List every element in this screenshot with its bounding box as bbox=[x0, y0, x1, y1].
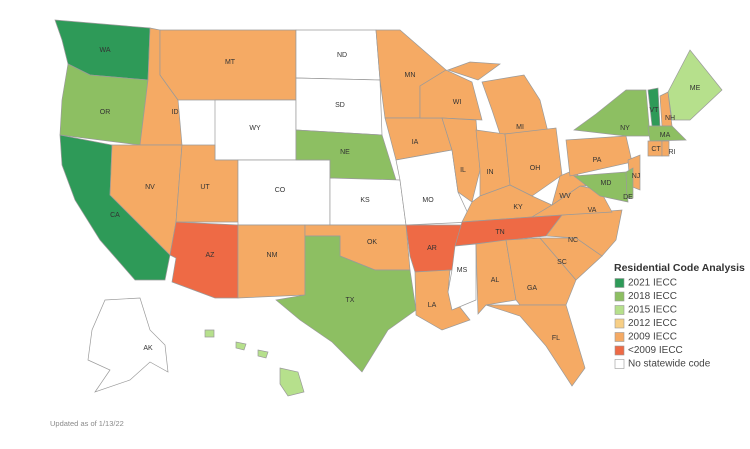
state-label: RI bbox=[669, 149, 676, 156]
state-label: MI bbox=[516, 124, 524, 131]
state-label: IL bbox=[460, 167, 466, 174]
state-label: WA bbox=[99, 47, 110, 54]
legend-label: 2015 IECC bbox=[628, 305, 677, 316]
state-label: WY bbox=[249, 125, 261, 132]
state-label: SC bbox=[557, 259, 567, 266]
legend-swatch bbox=[614, 318, 625, 329]
state-label: NJ bbox=[632, 173, 641, 180]
state-label: TN bbox=[495, 229, 504, 236]
state-label: MO bbox=[422, 197, 434, 204]
state bbox=[87, 297, 169, 393]
state bbox=[475, 239, 517, 315]
legend-label: 2018 IECC bbox=[628, 291, 677, 302]
state bbox=[419, 69, 483, 121]
state bbox=[573, 171, 629, 203]
state-label: GA bbox=[527, 285, 537, 292]
legend-label: 2009 IECC bbox=[628, 332, 677, 343]
state-label: DE bbox=[623, 194, 633, 201]
state-label: ID bbox=[172, 109, 179, 116]
state bbox=[661, 140, 670, 157]
state-label: TX bbox=[346, 297, 355, 304]
state-label: AK bbox=[143, 345, 153, 352]
state bbox=[504, 127, 563, 197]
state-label: WI bbox=[453, 99, 462, 106]
state-label: MA bbox=[660, 132, 671, 139]
state-label: AL bbox=[491, 277, 500, 284]
state bbox=[475, 129, 511, 197]
state-label: KS bbox=[360, 197, 370, 204]
state-label: UT bbox=[200, 184, 210, 191]
state-label: NE bbox=[340, 149, 350, 156]
state bbox=[414, 269, 471, 331]
legend-label: No statewide code bbox=[628, 359, 711, 370]
state-label: NH bbox=[665, 115, 675, 122]
state-label: KY bbox=[513, 204, 523, 211]
state-label: CA bbox=[110, 212, 120, 219]
state bbox=[485, 304, 586, 387]
legend-swatch bbox=[614, 345, 625, 356]
state bbox=[257, 349, 269, 359]
state-label: FL bbox=[552, 335, 560, 342]
state bbox=[625, 167, 634, 199]
state-label: MS bbox=[457, 267, 468, 274]
state bbox=[204, 329, 215, 338]
state-label: IN bbox=[487, 169, 494, 176]
state-label: NM bbox=[267, 252, 278, 259]
state bbox=[446, 61, 501, 81]
legend-swatch bbox=[614, 291, 625, 302]
state-label: OR bbox=[100, 109, 111, 116]
state-label: VT bbox=[650, 107, 660, 114]
state-label: AZ bbox=[206, 252, 216, 259]
state-label: MN bbox=[405, 72, 416, 79]
state-label: MD bbox=[601, 180, 612, 187]
state bbox=[667, 49, 723, 121]
state-label: ND bbox=[337, 52, 347, 59]
legend-label: 2012 IECC bbox=[628, 318, 677, 329]
legend-swatch bbox=[614, 305, 625, 315]
state-label: CT bbox=[651, 146, 661, 153]
state-label: SD bbox=[335, 102, 345, 109]
state-label: AR bbox=[427, 245, 437, 252]
footnote: Updated as of 1/13/22 bbox=[50, 419, 124, 428]
state-label: NC bbox=[568, 237, 578, 244]
state-label: WV bbox=[559, 193, 571, 200]
state bbox=[647, 125, 687, 142]
legend-swatch bbox=[614, 359, 625, 369]
state bbox=[275, 235, 417, 373]
state bbox=[169, 221, 239, 299]
state-label: OH bbox=[530, 165, 541, 172]
state-label: IA bbox=[412, 139, 419, 146]
state bbox=[235, 341, 247, 351]
legend-swatch bbox=[614, 278, 625, 288]
state-label: PA bbox=[593, 157, 602, 164]
state-label: OK bbox=[367, 239, 377, 246]
legend: 2021 IECC 2018 IECC 2015 IECC 2012 IECC 2009… bbox=[614, 278, 711, 370]
state-labels: WA OR CA ID NV MT WY UT CO AZ NM ND SD NE KS OK TX MN IA MO… bbox=[99, 47, 700, 352]
state bbox=[279, 367, 305, 397]
legend-title: Residential Code Analysis bbox=[614, 262, 745, 274]
state-label: ME bbox=[690, 85, 701, 92]
state-label: NV bbox=[145, 184, 155, 191]
state bbox=[237, 224, 306, 299]
state-label: LA bbox=[428, 302, 437, 309]
legend-label: 2021 IECC bbox=[628, 278, 677, 289]
state bbox=[481, 74, 549, 135]
state-label: MT bbox=[225, 59, 236, 66]
state bbox=[573, 89, 651, 137]
state-label: VA bbox=[588, 207, 597, 214]
legend-label: <2009 IECC bbox=[628, 345, 683, 356]
state-label: NY bbox=[620, 125, 630, 132]
state-label: CO bbox=[275, 187, 286, 194]
states bbox=[54, 19, 723, 397]
legend-swatch bbox=[614, 332, 625, 342]
